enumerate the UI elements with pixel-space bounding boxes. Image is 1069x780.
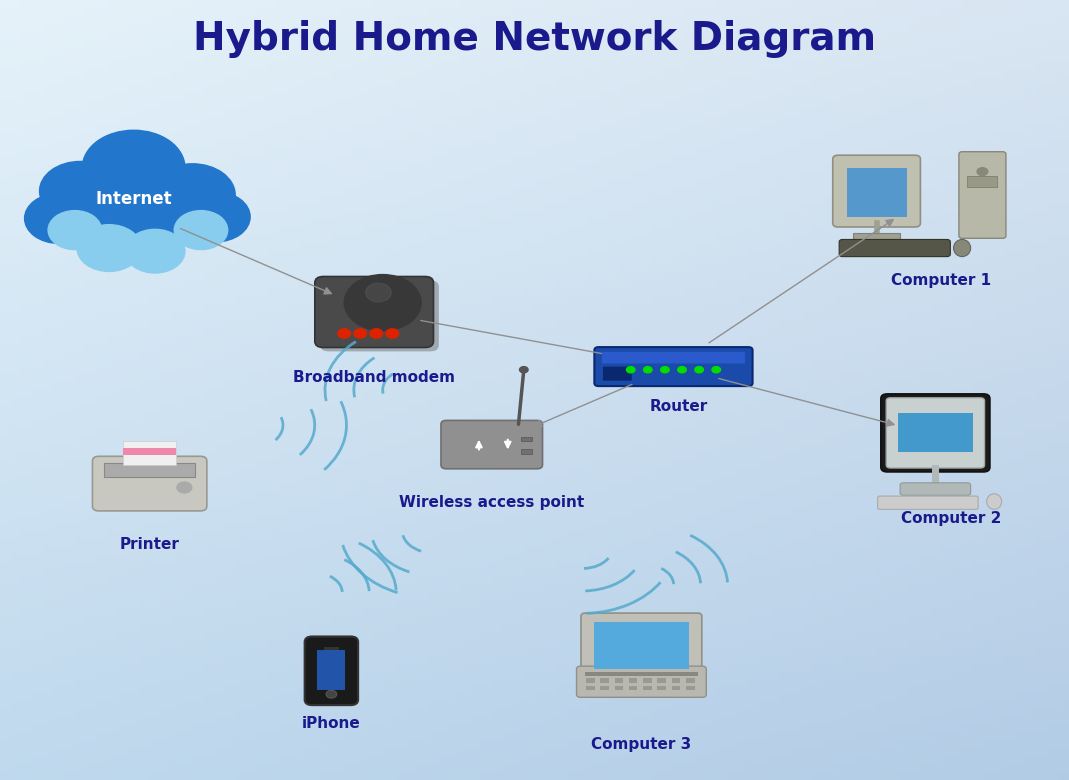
Circle shape bbox=[77, 225, 141, 271]
Bar bbox=[644, 686, 652, 690]
Circle shape bbox=[182, 192, 250, 242]
Bar bbox=[671, 686, 680, 690]
FancyBboxPatch shape bbox=[881, 394, 990, 472]
Bar bbox=[324, 647, 339, 650]
Text: Computer 3: Computer 3 bbox=[591, 737, 692, 752]
Bar bbox=[629, 686, 637, 690]
Bar bbox=[629, 678, 637, 682]
Text: Wireless access point: Wireless access point bbox=[399, 495, 585, 510]
Ellipse shape bbox=[987, 494, 1002, 509]
Circle shape bbox=[977, 168, 988, 176]
Circle shape bbox=[520, 367, 528, 373]
Circle shape bbox=[176, 482, 192, 493]
Circle shape bbox=[661, 367, 669, 373]
Bar bbox=[890, 452, 980, 465]
Text: Hybrid Home Network Diagram: Hybrid Home Network Diagram bbox=[192, 20, 877, 58]
Bar bbox=[601, 686, 609, 690]
Circle shape bbox=[53, 187, 139, 250]
Circle shape bbox=[82, 130, 185, 205]
Circle shape bbox=[125, 229, 185, 273]
Bar bbox=[967, 176, 997, 187]
Bar bbox=[847, 168, 907, 217]
Text: iPhone: iPhone bbox=[303, 716, 360, 731]
FancyBboxPatch shape bbox=[602, 352, 745, 363]
Circle shape bbox=[150, 164, 235, 226]
Bar bbox=[686, 678, 695, 682]
FancyBboxPatch shape bbox=[305, 636, 358, 705]
FancyBboxPatch shape bbox=[576, 666, 707, 697]
Bar bbox=[644, 678, 652, 682]
Bar bbox=[586, 678, 594, 682]
Circle shape bbox=[354, 329, 367, 339]
Bar bbox=[671, 678, 680, 682]
FancyBboxPatch shape bbox=[314, 277, 434, 348]
Text: Printer: Printer bbox=[120, 537, 180, 551]
Text: Internet: Internet bbox=[95, 190, 172, 208]
Bar bbox=[522, 449, 532, 454]
Circle shape bbox=[40, 161, 121, 221]
Circle shape bbox=[326, 690, 337, 698]
Ellipse shape bbox=[954, 239, 971, 257]
FancyBboxPatch shape bbox=[833, 155, 920, 227]
Circle shape bbox=[386, 329, 399, 339]
Bar bbox=[123, 441, 176, 465]
Circle shape bbox=[174, 211, 228, 250]
Circle shape bbox=[695, 367, 703, 373]
Bar bbox=[105, 463, 196, 477]
Bar bbox=[586, 686, 594, 690]
Bar bbox=[898, 413, 973, 459]
Circle shape bbox=[48, 211, 102, 250]
Bar bbox=[586, 672, 698, 676]
FancyBboxPatch shape bbox=[582, 613, 701, 678]
Bar bbox=[317, 650, 345, 690]
Circle shape bbox=[366, 283, 391, 302]
FancyBboxPatch shape bbox=[900, 483, 971, 495]
Circle shape bbox=[712, 367, 721, 373]
Bar bbox=[657, 686, 666, 690]
Circle shape bbox=[370, 329, 383, 339]
FancyBboxPatch shape bbox=[321, 281, 439, 351]
Circle shape bbox=[626, 367, 635, 373]
FancyBboxPatch shape bbox=[959, 151, 1006, 239]
Bar bbox=[123, 448, 176, 455]
Bar bbox=[601, 678, 609, 682]
Circle shape bbox=[338, 329, 351, 339]
Circle shape bbox=[25, 193, 93, 243]
Text: Computer 1: Computer 1 bbox=[890, 273, 991, 288]
FancyBboxPatch shape bbox=[603, 367, 632, 381]
Bar bbox=[853, 233, 900, 241]
Bar bbox=[615, 686, 623, 690]
Bar bbox=[615, 678, 623, 682]
Circle shape bbox=[678, 367, 686, 373]
Bar bbox=[522, 437, 532, 441]
Circle shape bbox=[118, 183, 203, 246]
Bar bbox=[657, 678, 666, 682]
Text: Computer 2: Computer 2 bbox=[901, 511, 1002, 526]
FancyBboxPatch shape bbox=[839, 239, 950, 257]
Text: Broadband modem: Broadband modem bbox=[293, 370, 455, 385]
Circle shape bbox=[344, 275, 421, 331]
Circle shape bbox=[644, 367, 652, 373]
Bar bbox=[594, 622, 688, 669]
FancyBboxPatch shape bbox=[441, 420, 543, 469]
FancyBboxPatch shape bbox=[878, 496, 978, 509]
Text: Router: Router bbox=[650, 399, 708, 414]
FancyBboxPatch shape bbox=[594, 347, 753, 386]
Bar bbox=[686, 686, 695, 690]
FancyBboxPatch shape bbox=[93, 456, 207, 511]
FancyBboxPatch shape bbox=[886, 398, 985, 468]
